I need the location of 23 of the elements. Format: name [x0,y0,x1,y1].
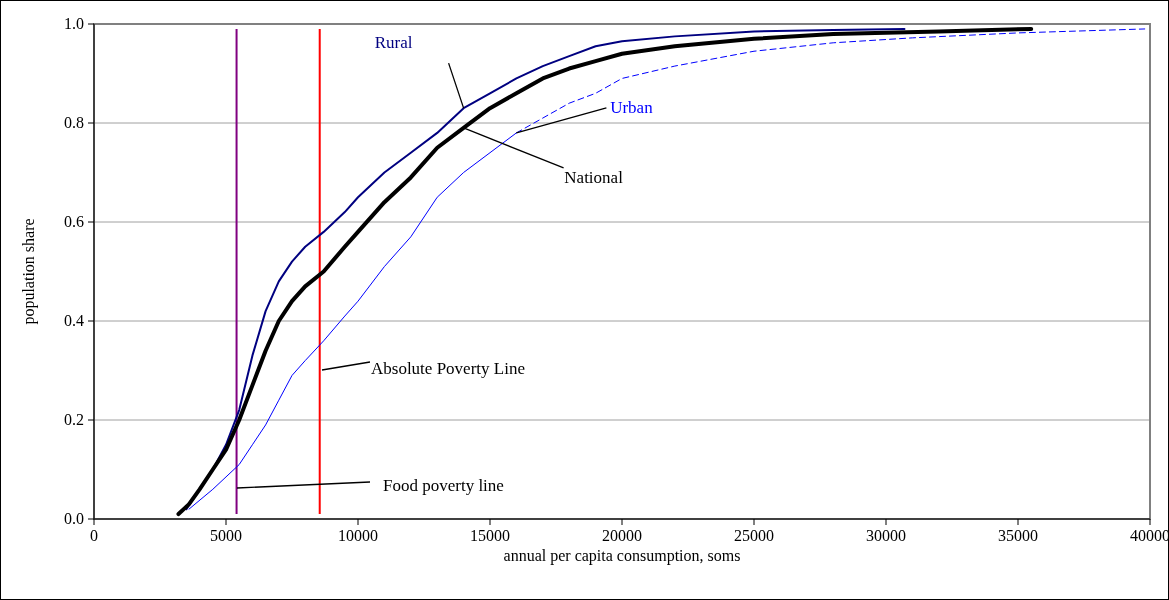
y-tick-label: 0.8 [64,114,84,131]
ref-line-label: Food poverty line [383,476,504,495]
x-tick-label: 35000 [998,527,1038,544]
text: Urban [610,97,654,117]
x-tick-label: 15000 [470,527,510,544]
y-tick-label: 1.0 [64,15,84,32]
y-axis-title: population share [20,218,38,325]
line-series [185,27,906,511]
text: National [564,167,624,187]
line-series [176,26,1034,517]
text: Rural [374,33,413,53]
y-tick-label: 0.6 [64,213,84,230]
x-tick-label: 5000 [210,527,242,544]
y-tick-label: 0.4 [64,312,84,329]
x-tick-label: 25000 [734,527,774,544]
x-tick-label: 0 [90,527,98,544]
y-tick-label: 0.0 [64,510,84,527]
y-tick-label: 0.2 [64,411,84,428]
x-axis-title: annual per capita consumption, soms [503,547,741,565]
x-tick-label: 10000 [338,527,378,544]
ref-line-label: Absolute Poverty Line [371,359,525,378]
x-tick-label: 30000 [866,527,906,544]
x-tick-label: 20000 [602,527,642,544]
